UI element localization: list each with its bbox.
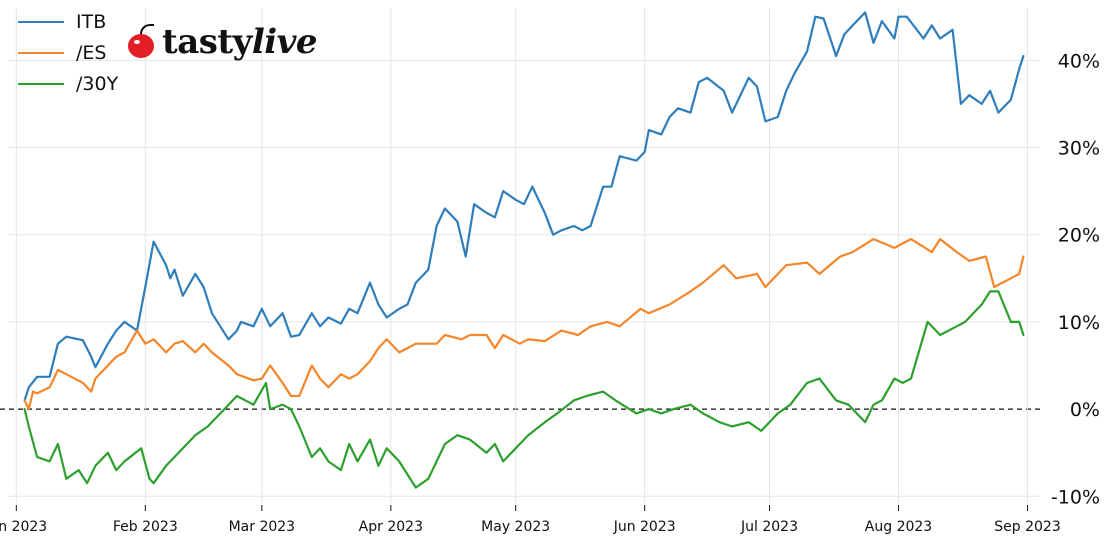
x-tick-label: Jul 2023 — [740, 519, 798, 535]
x-tick-label: Jan 2023 — [0, 519, 47, 535]
y-tick-label: -10% — [1051, 486, 1100, 508]
tastylive-logo: tastylive — [128, 22, 318, 62]
legend-label-es: /ES — [76, 41, 107, 64]
y-tick-label: 40% — [1058, 50, 1100, 72]
x-tick-label: Jun 2023 — [613, 519, 676, 535]
legend-item-itb: ITB — [18, 6, 118, 37]
legend-label-30y: /30Y — [76, 72, 119, 95]
y-tick-label: 20% — [1058, 225, 1100, 247]
series-line-itb — [23, 11, 1025, 402]
x-tick-label: Feb 2023 — [113, 519, 178, 535]
series-line-30y — [23, 290, 1025, 489]
grid — [0, 8, 1044, 505]
y-axis: -10% 0% 10% 20% 30% 40% — [1051, 50, 1100, 508]
y-tick-label: 30% — [1058, 138, 1100, 160]
y-tick-label: 0% — [1070, 399, 1100, 421]
legend-item-es: /ES — [18, 37, 118, 68]
x-axis: Jan 2023 Feb 2023 Mar 2023 Apr 2023 May 2023… — [0, 505, 1061, 535]
legend-swatch-30y — [18, 82, 64, 85]
legend-item-30y: /30Y — [18, 68, 118, 99]
legend: ITB /ES /30Y — [18, 6, 118, 99]
x-tick-label: Aug 2023 — [865, 519, 932, 535]
logo-text-italic: live — [251, 22, 318, 62]
legend-swatch-es — [18, 51, 64, 54]
series-layer — [23, 11, 1025, 489]
legend-label-itb: ITB — [76, 10, 107, 33]
logo-text-regular: tasty — [162, 22, 252, 62]
y-tick-label: 10% — [1058, 312, 1100, 334]
cherry-icon — [128, 24, 158, 60]
x-tick-label: May 2023 — [481, 519, 550, 535]
x-tick-label: Sep 2023 — [994, 519, 1060, 535]
x-tick-label: Apr 2023 — [359, 519, 423, 535]
logo-text: tastylive — [162, 22, 318, 62]
x-tick-label: Mar 2023 — [229, 519, 296, 535]
legend-swatch-itb — [18, 20, 64, 23]
series-line-es — [23, 238, 1025, 411]
